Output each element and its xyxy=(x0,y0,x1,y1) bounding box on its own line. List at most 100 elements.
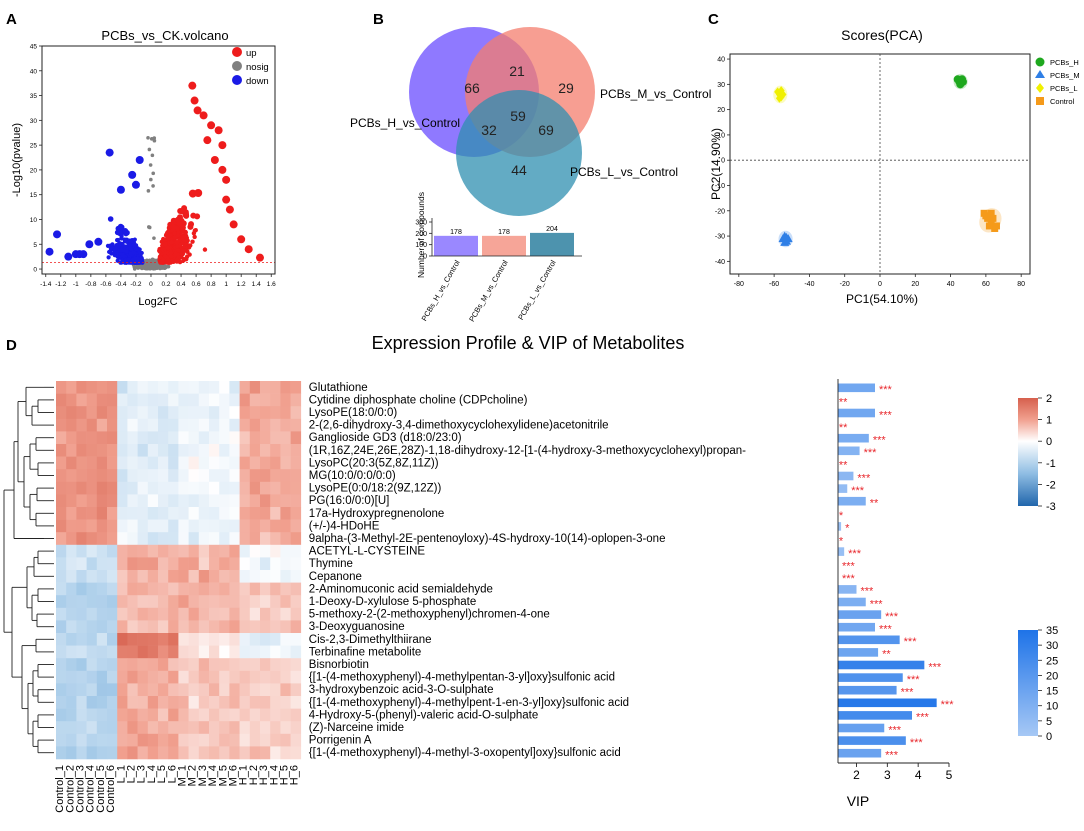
heatmap-cell xyxy=(96,494,108,508)
vip-significance-label: *** xyxy=(842,573,856,585)
heatmap-cell xyxy=(147,418,159,432)
heatmap-row-label: Cepanone xyxy=(309,571,362,583)
heatmap-cell xyxy=(168,544,179,558)
heatmap-cell xyxy=(229,570,240,583)
heatmap-cell xyxy=(147,381,159,394)
vip-bar xyxy=(838,471,854,481)
heatmap-cell xyxy=(86,444,98,457)
panel-label-a: A xyxy=(6,11,17,28)
heatmap-cell xyxy=(270,469,281,483)
legend-down-label: down xyxy=(246,76,269,87)
heatmap-panel: Expression Profile & VIP of Metabolites … xyxy=(3,333,1058,813)
heatmap-cell xyxy=(158,381,169,394)
pca-xtick-label: 80 xyxy=(1017,281,1025,288)
heatmap-cell xyxy=(270,544,281,558)
heatmap-cell xyxy=(117,708,128,722)
heatmap-cell xyxy=(198,406,210,420)
heatmap-cell xyxy=(96,670,108,684)
volcano-title: PCBs_vs_CK.volcano xyxy=(101,28,228,43)
down-point xyxy=(79,250,88,259)
venn-count-hm: 21 xyxy=(509,63,525,79)
heatmap-cell xyxy=(209,406,220,420)
heatmap-cell xyxy=(158,595,169,609)
venn-bar xyxy=(530,232,574,256)
pca-ylabel: PC2(14.90%) xyxy=(709,128,723,200)
heatmap-cell xyxy=(66,507,77,520)
up-point xyxy=(190,239,195,244)
heatmap-cell xyxy=(168,645,179,659)
up-point xyxy=(180,234,186,240)
expression-colorbar xyxy=(1018,398,1038,506)
heatmap-cell xyxy=(76,544,87,558)
pca-legend-control-marker xyxy=(1036,97,1044,105)
up-point xyxy=(163,241,168,247)
heatmap-cell xyxy=(76,381,87,394)
heatmap-cell xyxy=(188,444,200,457)
heatmap-cell xyxy=(260,696,271,709)
pca-y-axis: -40 -30 -20 -10 0 10 20 30 40 xyxy=(715,57,730,266)
heatmap-cells xyxy=(56,381,302,760)
pca-point xyxy=(775,93,783,103)
heatmap-cell xyxy=(168,570,179,583)
up-point xyxy=(174,240,180,245)
heatmap-cell xyxy=(96,544,108,558)
heatmap-cell xyxy=(96,658,108,672)
heatmap-cell xyxy=(198,456,210,470)
heatmap-cell xyxy=(229,595,240,609)
heatmap-cell xyxy=(147,544,159,558)
heatmap-row-label: 17a-Hydroxypregnenolone xyxy=(309,508,445,520)
vip-significance-label: *** xyxy=(904,636,918,648)
heatmap-cell xyxy=(209,456,220,470)
heatmap-cell xyxy=(56,456,67,470)
heatmap-cell xyxy=(137,406,149,420)
heatmap-cell xyxy=(86,456,98,470)
heatmap-cell xyxy=(56,570,67,583)
heatmap-cell xyxy=(168,595,179,609)
vip-colorbar xyxy=(1018,630,1038,736)
heatmap-cell xyxy=(260,544,271,558)
heatmap-cell xyxy=(86,721,98,735)
heatmap-cell xyxy=(229,733,240,747)
heatmap-cell xyxy=(188,595,200,609)
heatmap-cell xyxy=(56,708,67,722)
heatmap-cell xyxy=(66,670,77,684)
heatmap-cell xyxy=(127,406,138,420)
heatmap-cell xyxy=(198,708,210,722)
heatmap-cell xyxy=(127,507,138,520)
heatmap-cell xyxy=(168,431,179,445)
pca-ytick-label: 10 xyxy=(717,132,725,139)
up-point xyxy=(188,81,197,90)
heatmap-cell xyxy=(96,456,108,470)
heatmap-cell xyxy=(249,406,261,420)
heatmap-cell xyxy=(270,607,281,621)
volcano-ytick-label: 40 xyxy=(30,68,38,75)
heatmap-cell xyxy=(76,557,87,571)
heatmap-cell xyxy=(219,721,230,735)
heatmap-cell xyxy=(107,620,118,634)
heatmap-cell xyxy=(249,670,261,684)
heatmap-cell xyxy=(127,431,138,445)
heatmap-row-label: Ganglioside GD3 (d18:0/23:0) xyxy=(309,432,462,444)
heatmap-cell xyxy=(219,696,230,709)
heatmap-cell xyxy=(86,406,98,420)
volcano-ytick-label: 30 xyxy=(30,118,38,125)
vip-colorbar-ticks: 35 30 25 20 15 10 5 0 xyxy=(1038,625,1058,743)
heatmap-cell xyxy=(137,519,149,533)
heatmap-cell xyxy=(239,532,251,546)
heatmap-cell xyxy=(229,658,240,672)
volcano-plot: PCBs_vs_CK.volcano -1.4 -1.2 -1 -0.8 -0.6 -0.… xyxy=(11,28,276,308)
pca-ytick-label: 30 xyxy=(717,82,725,89)
down-point xyxy=(53,230,62,239)
heatmap-cell xyxy=(209,418,220,432)
heatmap-cell xyxy=(137,456,149,470)
vip-xtick-label: 3 xyxy=(884,768,891,782)
heatmap-cell xyxy=(260,645,271,659)
heatmap-cell xyxy=(96,406,108,420)
heatmap-cell xyxy=(127,721,138,735)
heatmap-cell xyxy=(229,481,240,495)
up-point xyxy=(182,212,189,219)
heatmap-cell xyxy=(158,696,169,709)
heatmap-cell xyxy=(290,393,302,407)
heatmap-cell xyxy=(260,683,271,697)
heatmap-cell xyxy=(137,469,149,483)
